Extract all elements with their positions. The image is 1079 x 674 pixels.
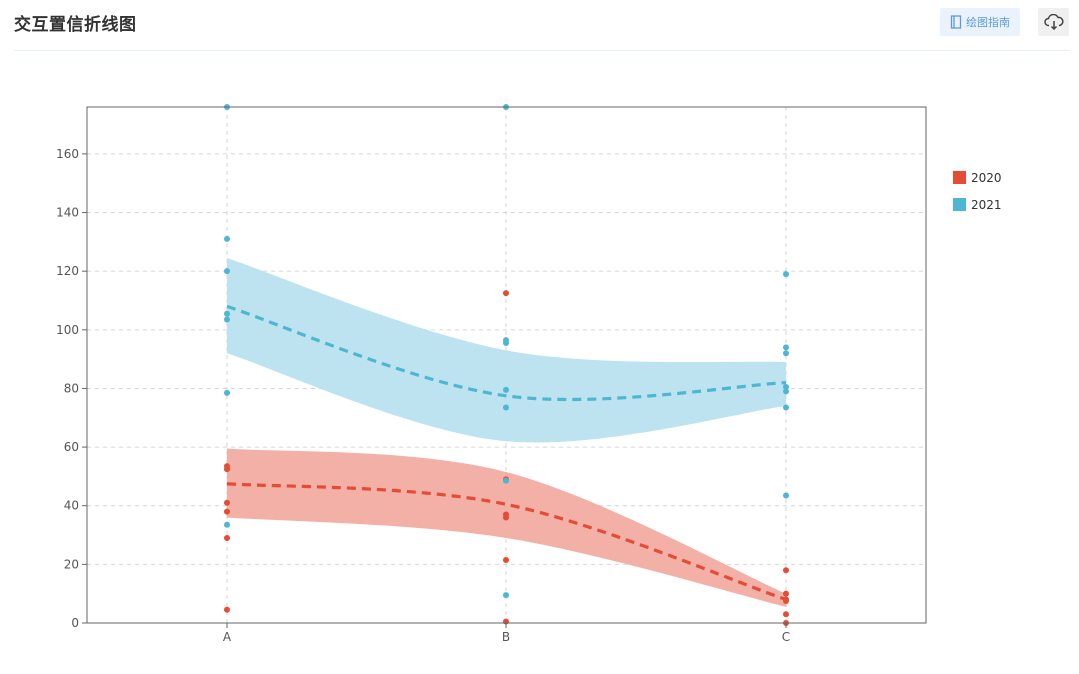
data-point-2021 [503,340,509,347]
y-tick-label: 0 [71,616,79,630]
data-point-2021 [783,404,789,411]
data-point-2020 [224,508,230,515]
data-point-2020 [224,606,230,613]
data-point-2020 [224,534,230,541]
header-divider [14,50,1069,51]
y-tick-label: 140 [56,206,79,220]
legend-label-2021: 2021 [971,198,1002,212]
data-point-2020 [224,466,230,473]
drawing-guide-button[interactable]: 绘图指南 [940,8,1020,36]
y-tick-label: 20 [64,557,79,571]
y-tick-label: 80 [64,381,79,395]
data-point-2020 [783,611,789,618]
data-point-2020 [503,514,509,521]
data-point-2020 [503,290,509,297]
data-point-2021 [503,477,509,484]
data-point-2021 [783,350,789,357]
y-tick-label: 60 [64,440,79,454]
x-tick-label: B [502,630,510,644]
y-tick-label: 100 [56,323,79,337]
data-point-2021 [503,592,509,599]
data-point-2020 [783,590,789,597]
data-point-2021 [783,388,789,395]
legend-swatch-2020 [953,171,966,184]
cloud-download-icon [1043,14,1063,30]
data-point-2021 [224,235,230,242]
drawing-guide-label: 绘图指南 [966,16,1010,29]
data-point-2021 [783,492,789,499]
legend-swatch-2021 [953,198,966,211]
data-point-2021 [783,271,789,278]
x-tick-label: C [782,630,790,644]
data-point-2021 [224,316,230,323]
book-icon [950,15,962,29]
y-tick-label: 160 [56,147,79,161]
x-tick-label: A [223,630,232,644]
data-point-2020 [503,556,509,563]
data-point-2021 [783,344,789,351]
data-point-2021 [224,389,230,396]
data-point-2021 [224,310,230,317]
confidence-band-2021 [227,257,786,443]
mean-line-2021 [226,304,787,402]
y-tick-label: 40 [64,499,79,513]
data-point-2020 [783,598,789,605]
data-point-2020 [224,499,230,506]
legend-label-2020: 2020 [971,171,1002,185]
download-button[interactable] [1038,8,1069,36]
data-point-2021 [503,386,509,393]
data-point-2020 [783,567,789,574]
data-point-2021 [783,383,789,390]
y-tick-label: 120 [56,264,79,278]
confidence-band-2020 [227,448,786,607]
data-point-2021 [224,268,230,275]
data-point-2021 [224,521,230,528]
data-point-2021 [503,404,509,411]
page-title: 交互置信折线图 [14,15,137,35]
